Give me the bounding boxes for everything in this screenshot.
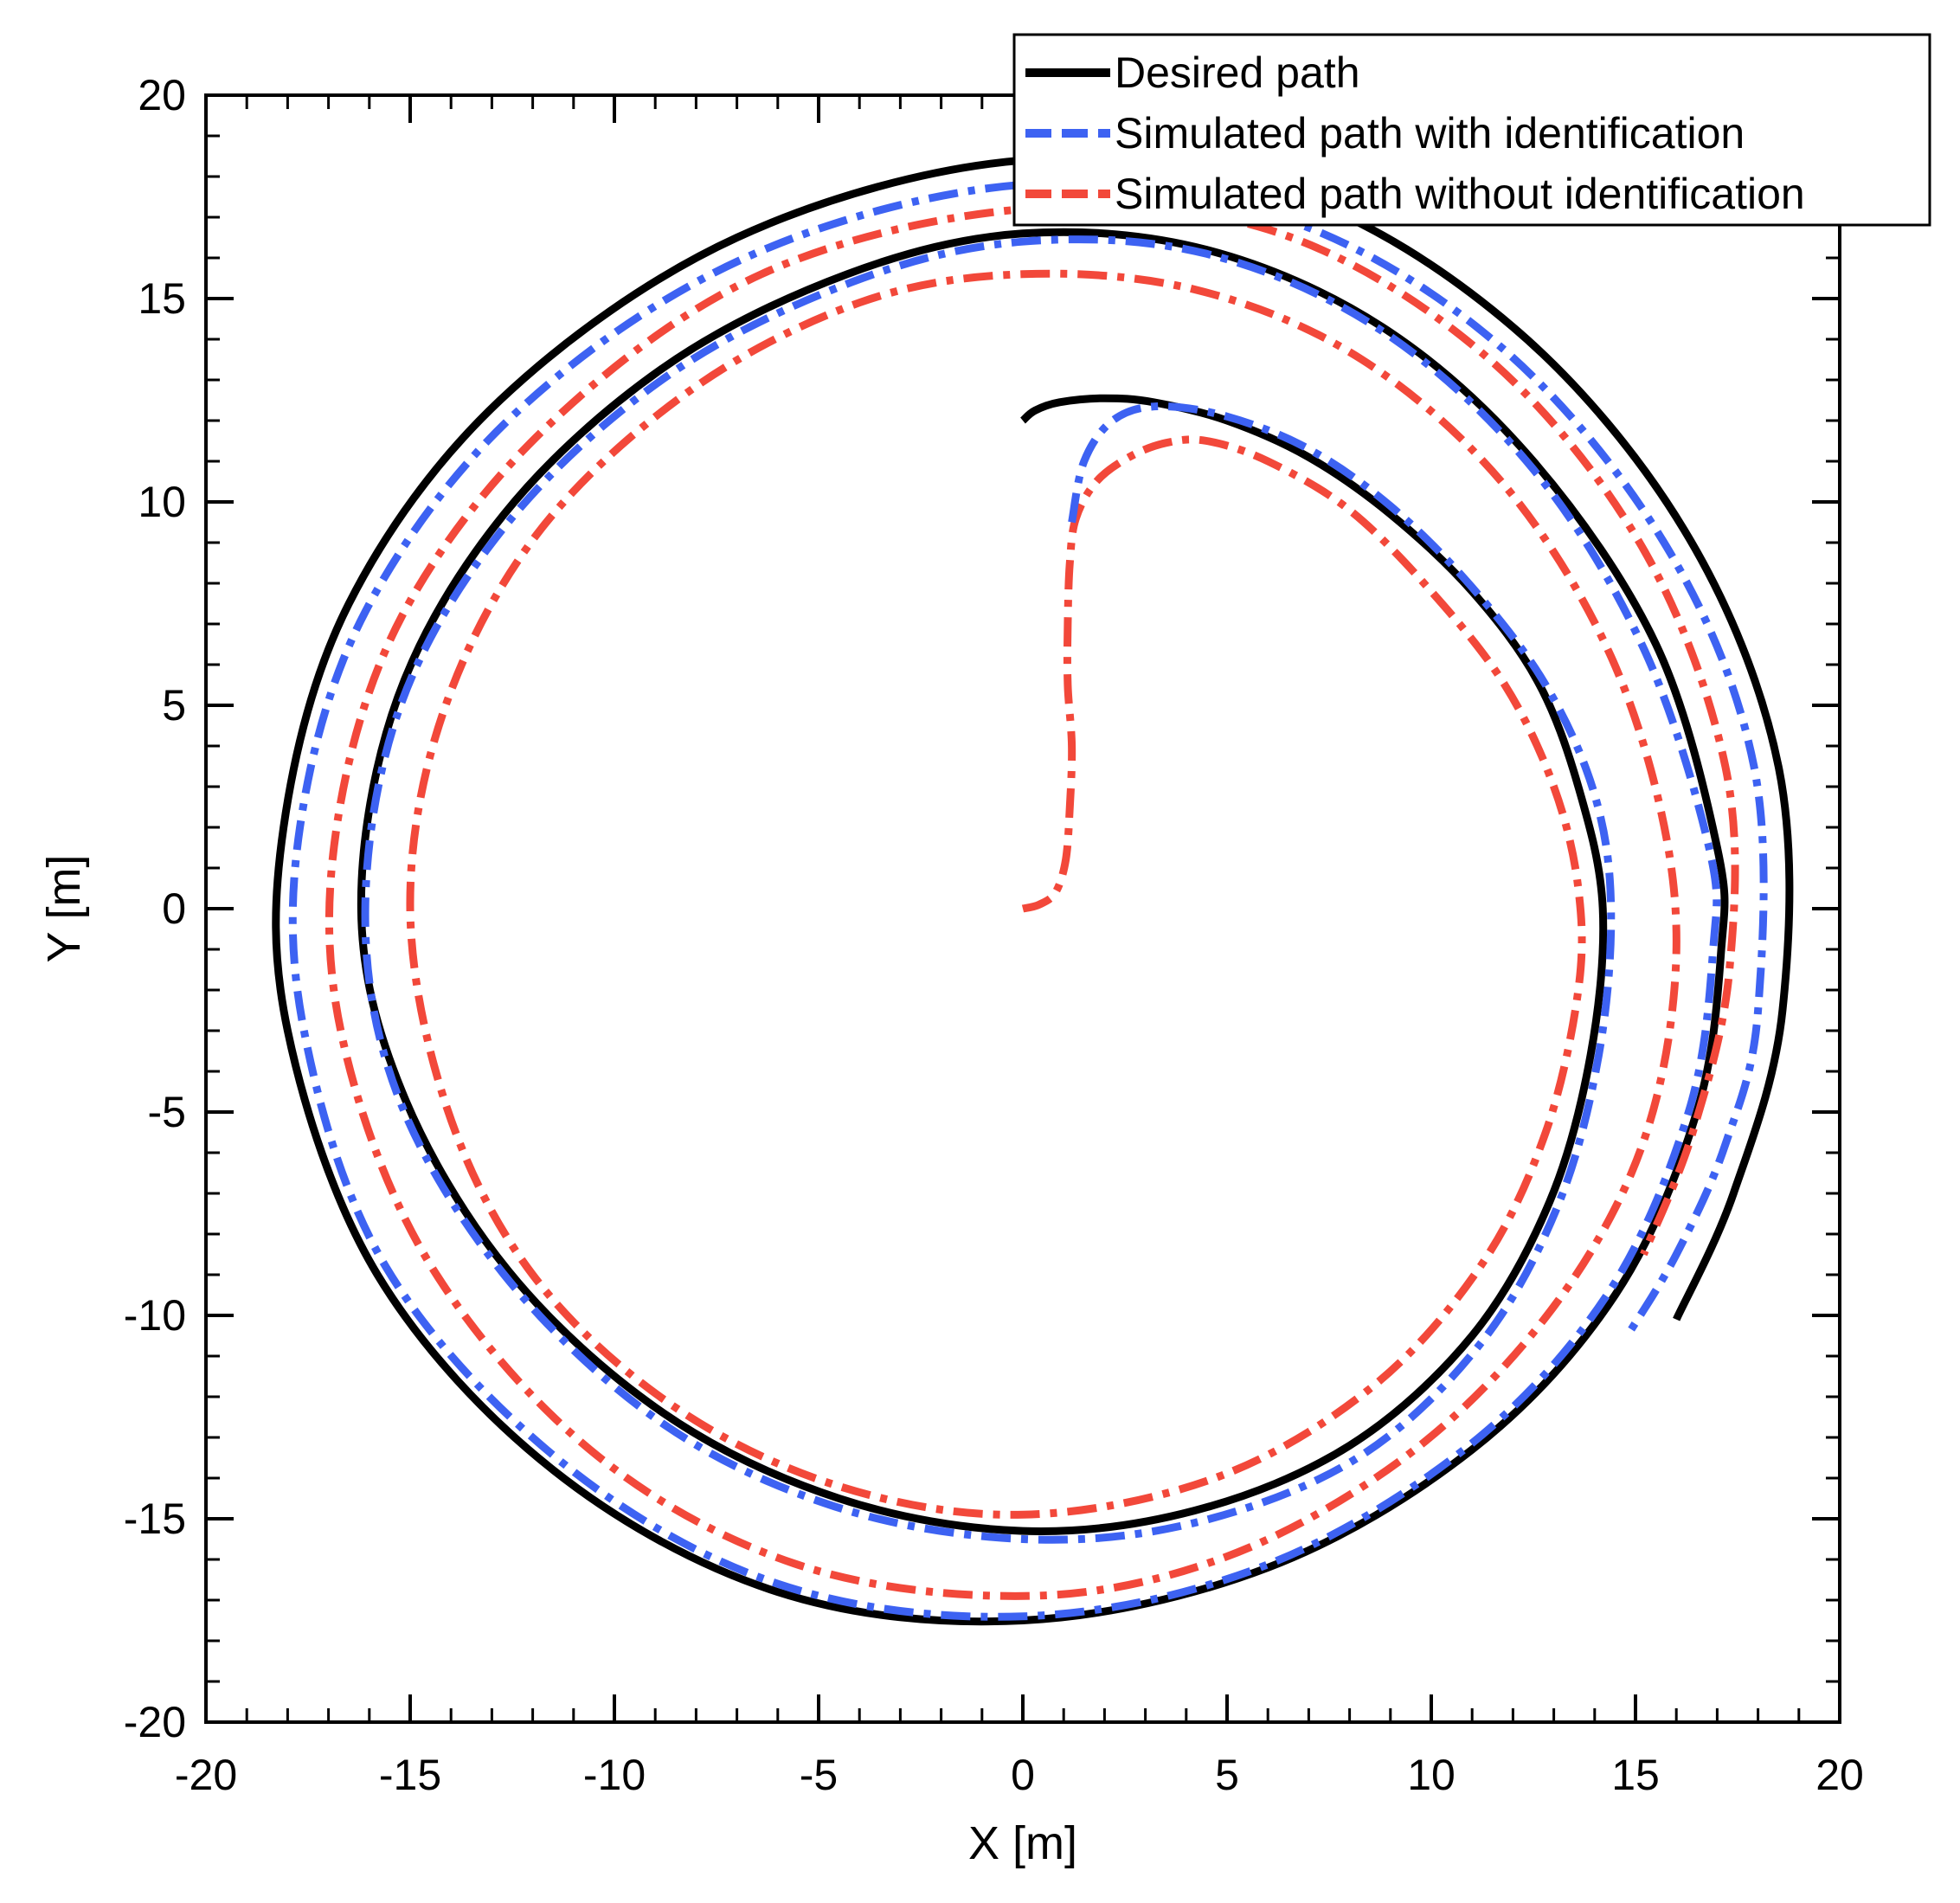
- y-axis-label: Y [m]: [38, 854, 90, 962]
- x-tick-label: 15: [1611, 1751, 1660, 1799]
- x-tick-labels: -20 -15 -10 -5 0 5 10 15 20: [175, 1751, 1864, 1799]
- y-tick-labels: -20 -15 -10 -5 0 5 10 15 20: [124, 71, 186, 1746]
- x-tick-label: -5: [800, 1751, 838, 1799]
- series-layer: [272, 154, 1794, 1626]
- y-tick-label: -20: [124, 1698, 186, 1746]
- legend-label-2: Simulated path without identification: [1115, 170, 1805, 218]
- x-tick-label: 0: [1011, 1751, 1035, 1799]
- y-tick-label: -10: [124, 1291, 186, 1340]
- y-tick-label: 15: [138, 274, 186, 323]
- x-tick-label: 5: [1215, 1751, 1239, 1799]
- legend-label-1: Simulated path with identification: [1115, 109, 1745, 158]
- x-tick-label: 20: [1815, 1751, 1864, 1799]
- y-tick-label: 20: [138, 71, 186, 119]
- x-tick-label: -20: [175, 1751, 237, 1799]
- y-tick-label: 0: [162, 884, 186, 933]
- x-axis-label: X [m]: [968, 1817, 1077, 1869]
- series-line-1: [288, 178, 1768, 1621]
- legend-box: [1012, 33, 1931, 227]
- series-line-0: [272, 154, 1794, 1626]
- y-tick-label: -15: [124, 1495, 186, 1543]
- series-line-2: [325, 202, 1739, 1600]
- x-tick-label: -15: [379, 1751, 441, 1799]
- legend-label-0: Desired path: [1115, 48, 1360, 97]
- y-tick-label: 5: [162, 681, 186, 730]
- legend: Desired path Simulated path with identifi…: [1012, 33, 1931, 227]
- y-tick-label: 10: [138, 478, 186, 526]
- x-tick-label: -10: [583, 1751, 646, 1799]
- y-tick-label: -5: [148, 1088, 186, 1136]
- x-tick-label: 10: [1407, 1751, 1456, 1799]
